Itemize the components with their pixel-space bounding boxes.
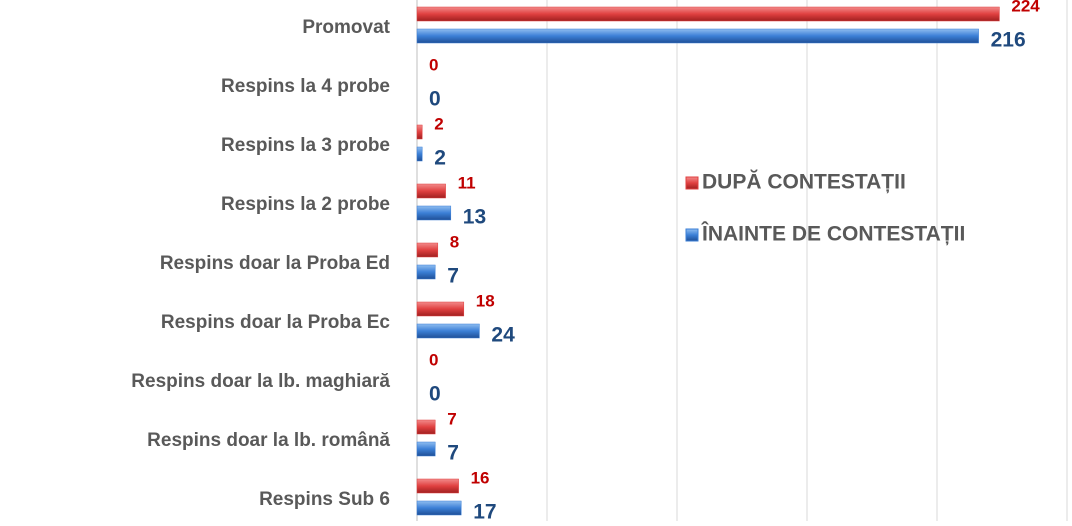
- data-label: 0: [429, 88, 441, 111]
- bar: [416, 419, 436, 435]
- data-label: 8: [450, 232, 459, 251]
- bar: [416, 441, 436, 457]
- data-label: 11: [458, 173, 476, 192]
- data-label: 18: [476, 291, 495, 310]
- category-label: Respins doar la lb. română: [147, 430, 390, 451]
- legend-label: ÎNAINTE DE CONTESTAȚII: [701, 222, 965, 246]
- data-label: 216: [991, 29, 1026, 52]
- data-label: 13: [463, 206, 486, 229]
- bar: [416, 6, 1000, 22]
- bar: [416, 146, 423, 162]
- bar: [416, 242, 439, 258]
- data-label: 7: [447, 409, 456, 428]
- bar: [416, 124, 423, 140]
- data-label: 0: [429, 383, 441, 406]
- bar: [416, 478, 459, 494]
- data-label: 2: [434, 147, 446, 170]
- bar: [416, 323, 480, 339]
- category-label: Respins doar la lb. maghiară: [131, 371, 390, 392]
- category-label: Respins la 2 probe: [221, 194, 390, 215]
- data-label: 224: [1011, 0, 1040, 15]
- bar: [416, 28, 979, 44]
- data-label: 0: [429, 350, 438, 369]
- legend-swatch: [685, 228, 699, 242]
- category-label: Promovat: [302, 17, 390, 38]
- category-label: Respins Sub 6: [259, 489, 390, 510]
- category-label: Respins doar la Proba Ec: [161, 312, 391, 333]
- legend-label: DUPĂ CONTESTAȚII: [702, 171, 906, 194]
- category-label: Respins la 3 probe: [221, 135, 390, 156]
- bar: [416, 183, 446, 199]
- category-label: Respins la 4 probe: [221, 76, 390, 97]
- data-label: 0: [429, 55, 438, 74]
- data-label: 16: [471, 468, 490, 487]
- bar: [416, 264, 436, 280]
- category-label: Respins doar la Proba Ed: [160, 253, 390, 274]
- bar: [416, 205, 452, 221]
- data-label: 17: [473, 501, 496, 521]
- data-label: 2: [434, 114, 443, 133]
- data-label: 7: [447, 442, 459, 465]
- data-label: 24: [491, 324, 515, 347]
- bar: [416, 500, 462, 516]
- bar: [416, 301, 465, 317]
- data-label: 7: [447, 265, 459, 288]
- legend-swatch: [685, 176, 699, 190]
